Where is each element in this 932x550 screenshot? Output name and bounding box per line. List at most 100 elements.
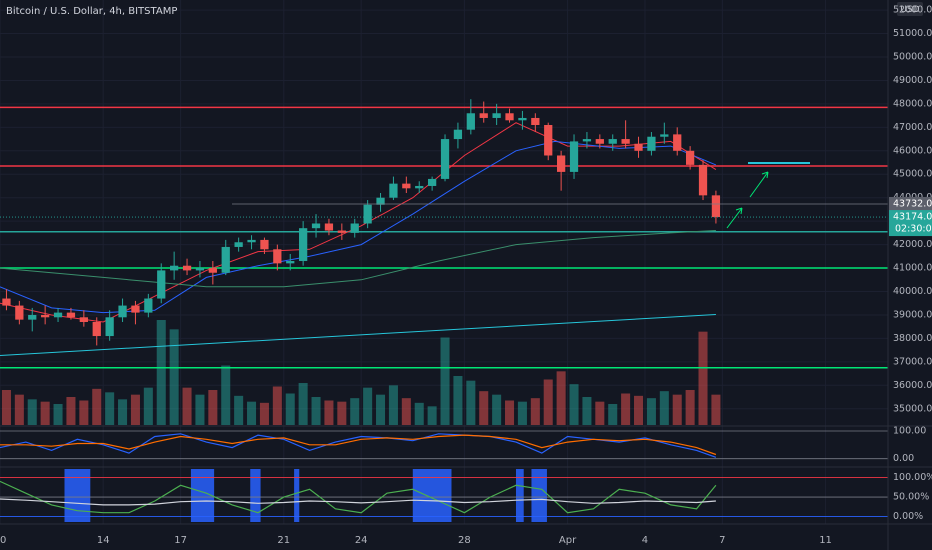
volume-bar: [440, 337, 450, 425]
volume-bar: [517, 401, 527, 425]
x-tick-label: 7: [719, 535, 725, 546]
volume-bar: [582, 397, 592, 425]
candle-body: [402, 183, 411, 189]
candle-body: [324, 223, 334, 231]
volume-bar: [634, 395, 644, 425]
currency-button[interactable]: [897, 2, 923, 16]
volume-bar: [608, 404, 618, 425]
volume-bar: [234, 395, 244, 425]
candle-body: [544, 124, 553, 156]
candle-body: [66, 312, 76, 318]
candle-body: [337, 230, 346, 233]
volume-bar: [427, 406, 437, 425]
y-tick-label: 36000.00: [893, 380, 932, 391]
moving-average-line: [0, 314, 716, 356]
candle-body: [466, 113, 475, 130]
volume-bar: [453, 376, 463, 425]
volume-bar: [118, 399, 128, 425]
countdown-label: 02:30:02: [895, 224, 932, 235]
indicator-line: [0, 434, 717, 456]
y-tick-label: 100.00%: [893, 472, 932, 483]
candle-body: [711, 195, 721, 218]
candle-body: [608, 139, 617, 144]
y-tick-label: 39000.00: [893, 309, 932, 320]
volume-bar: [247, 401, 257, 425]
x-tick-label: Apr: [559, 535, 577, 546]
volume-bar: [14, 394, 24, 425]
y-tick-label: 40000.00: [893, 286, 932, 297]
y-tick-label: 48000.00: [893, 98, 932, 109]
volume-bar: [595, 401, 605, 425]
candle-body: [208, 268, 217, 273]
candle-body: [660, 134, 669, 137]
x-tick-label: 21: [277, 535, 290, 546]
volume-bar: [298, 383, 308, 425]
candle-body: [479, 113, 488, 118]
signal-band: [64, 469, 91, 522]
y-tick-label: 38000.00: [893, 333, 932, 344]
volume-bar: [259, 402, 269, 425]
candle-body: [311, 223, 321, 229]
candle-body: [131, 305, 140, 313]
mark-price-box: [889, 196, 932, 211]
y-tick-label: 35000.00: [893, 403, 932, 414]
volume-bar: [376, 394, 386, 425]
signal-band: [294, 469, 300, 522]
volume-bar: [208, 390, 218, 425]
volume-bar: [169, 329, 179, 425]
candle-body: [621, 139, 630, 144]
candle-body: [698, 164, 708, 196]
candle-body: [92, 321, 101, 337]
volume-bar: [92, 388, 102, 425]
y-tick-label: 42000.00: [893, 239, 932, 250]
candle-body: [556, 155, 566, 172]
signal-band: [412, 469, 452, 522]
y-tick-label: 50000.00: [893, 51, 932, 62]
volume-bar: [350, 398, 360, 425]
volume-bar: [414, 402, 424, 425]
candle-body: [41, 314, 50, 318]
volume-bar: [466, 380, 476, 425]
candle-body: [595, 139, 604, 144]
candle-body: [647, 136, 656, 151]
candle-body: [518, 117, 527, 121]
volume-bar: [401, 398, 411, 425]
volume-bar: [672, 394, 682, 425]
candle-body: [350, 223, 359, 233]
candle-body: [685, 150, 695, 165]
volume-bar: [324, 400, 334, 425]
volume-bar: [530, 398, 540, 425]
candle-body: [531, 117, 540, 125]
candle-body: [273, 249, 282, 264]
volume-bar: [53, 404, 63, 425]
candle-body: [505, 113, 514, 121]
candle-body: [247, 239, 256, 243]
candle-body: [118, 305, 127, 318]
currency-label[interactable]: USD: [900, 5, 919, 15]
volume-bar: [363, 387, 373, 425]
y-tick-label: 46000.00: [893, 145, 932, 156]
last-price-box: [889, 210, 932, 237]
x-tick-label: 28: [458, 535, 471, 546]
volume-bar: [646, 398, 656, 425]
candle-body: [453, 129, 463, 140]
volume-bar: [479, 391, 489, 425]
candle-body: [299, 228, 308, 262]
volume-bar: [272, 386, 282, 425]
y-tick-label: 0.00: [893, 453, 914, 464]
volume-bar: [698, 331, 708, 425]
y-tick-label: 47000.00: [893, 122, 932, 133]
volume-bar: [156, 320, 166, 425]
candle-body: [415, 185, 424, 189]
y-tick-label: 51000.00: [893, 28, 932, 39]
signal-band: [190, 469, 215, 522]
candle-body: [221, 246, 230, 273]
volume-bar: [285, 393, 295, 425]
indicator-line: [0, 498, 716, 506]
x-tick-label: 14: [97, 535, 110, 546]
volume-bar: [556, 371, 566, 425]
y-tick-label: 41000.00: [893, 263, 932, 274]
volume-bar: [130, 394, 140, 425]
volume-bar: [311, 397, 321, 425]
